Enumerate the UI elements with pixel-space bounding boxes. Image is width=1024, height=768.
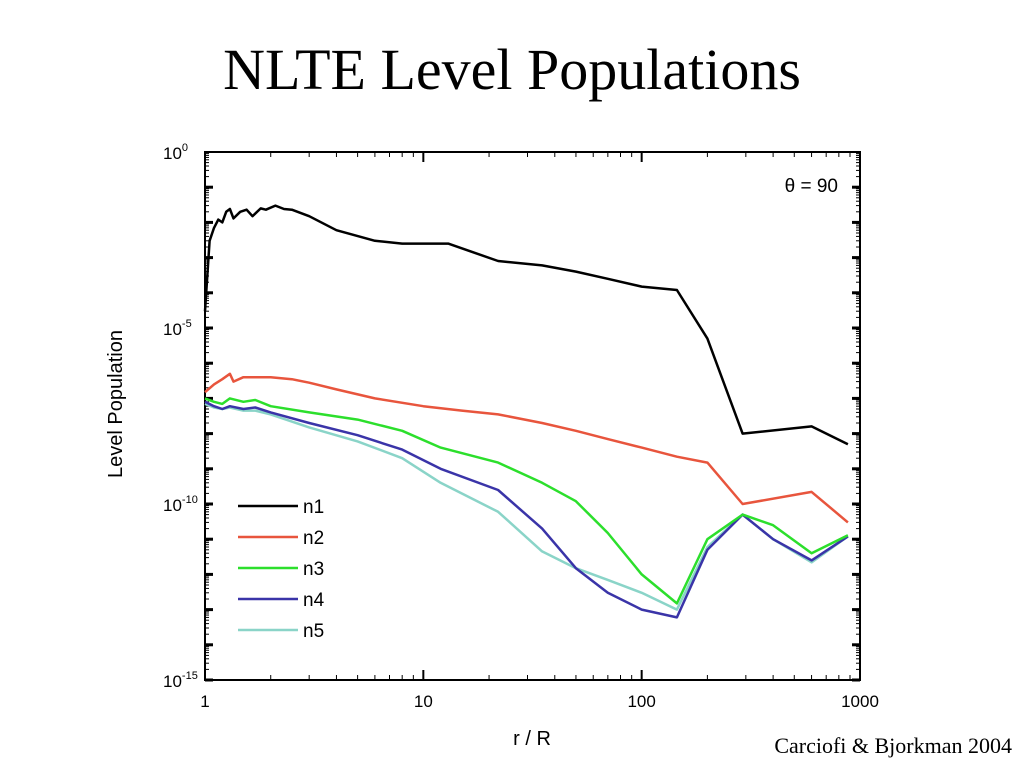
y-tick-label: 10-5 (163, 318, 192, 339)
y-tick-label: 10-15 (163, 670, 198, 691)
legend-label-n5: n5 (303, 621, 324, 642)
legend-label-n1: n1 (303, 497, 324, 518)
x-tick-label: 1000 (841, 692, 879, 711)
legend: n1 n2 n3 n4 n5 (238, 497, 325, 642)
series-lines (203, 204, 849, 619)
plot-frame (204, 151, 861, 681)
legend-label-n2: n2 (303, 528, 324, 549)
theta-annotation: θ = 90 (785, 176, 838, 197)
x-tick-label: 100 (627, 692, 655, 711)
y-tick-label: 100 (163, 142, 188, 163)
citation: Carciofi & Bjorkman 2004 (774, 733, 1012, 758)
x-axis-ticks: 1 10 100 1000 (200, 152, 879, 711)
legend-label-n3: n3 (303, 559, 324, 580)
x-tick-label: 10 (414, 692, 433, 711)
series-line-n3 (204, 397, 849, 605)
x-tick-label: 1 (200, 692, 209, 711)
series-line-n5 (204, 402, 849, 611)
y-axis-title: Level Population (105, 330, 127, 478)
series-line-n4 (204, 400, 849, 619)
slide-title: NLTE Level Populations (223, 37, 801, 102)
series-line-n2 (204, 372, 849, 524)
y-tick-label: 10-10 (163, 494, 198, 515)
series-line-n1 (203, 204, 849, 446)
legend-label-n4: n4 (303, 590, 325, 611)
x-axis-title: r / R (513, 728, 551, 750)
y-axis-ticks: 100 10-5 10-10 10-15 (163, 142, 198, 691)
